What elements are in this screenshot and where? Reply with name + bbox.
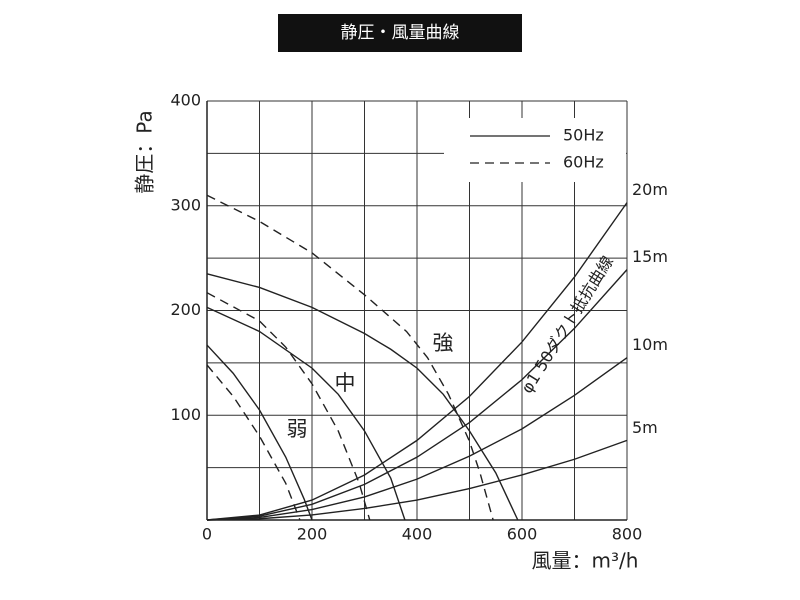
x-tick-label: 0	[202, 525, 212, 544]
curve	[206, 364, 301, 521]
curve	[206, 273, 519, 521]
title-box	[278, 14, 522, 52]
legend-background	[444, 118, 626, 182]
curve	[206, 292, 371, 521]
x-tick-label: 400	[402, 525, 433, 544]
curve	[206, 269, 628, 521]
legend-label: 50Hz	[563, 126, 604, 145]
x-axis-label: 風量：m³/h	[532, 549, 639, 573]
curve-label: 5m	[632, 418, 658, 437]
annotation: 弱	[287, 417, 308, 441]
curve	[206, 439, 628, 521]
y-tick-label: 100	[170, 405, 201, 424]
curve	[206, 202, 628, 521]
legend-label: 60Hz	[563, 153, 604, 172]
annotation: 中	[335, 371, 356, 395]
curve-label: 15m	[632, 247, 668, 266]
y-tick-label: 400	[170, 91, 201, 110]
y-tick-label: 300	[170, 195, 201, 214]
x-tick-label: 800	[612, 525, 643, 544]
curve-label: 10m	[632, 335, 668, 354]
x-tick-label: 200	[297, 525, 328, 544]
annotation: 強	[433, 331, 454, 355]
chart-title: 静圧・風量曲線	[341, 23, 460, 43]
curve	[206, 194, 494, 521]
y-tick-label: 200	[170, 300, 201, 319]
x-tick-label: 600	[507, 525, 538, 544]
y-axis-label: 静圧：Pa	[133, 110, 157, 193]
curve	[206, 357, 628, 521]
curve-label: 20m	[632, 180, 668, 199]
curve	[206, 306, 406, 521]
